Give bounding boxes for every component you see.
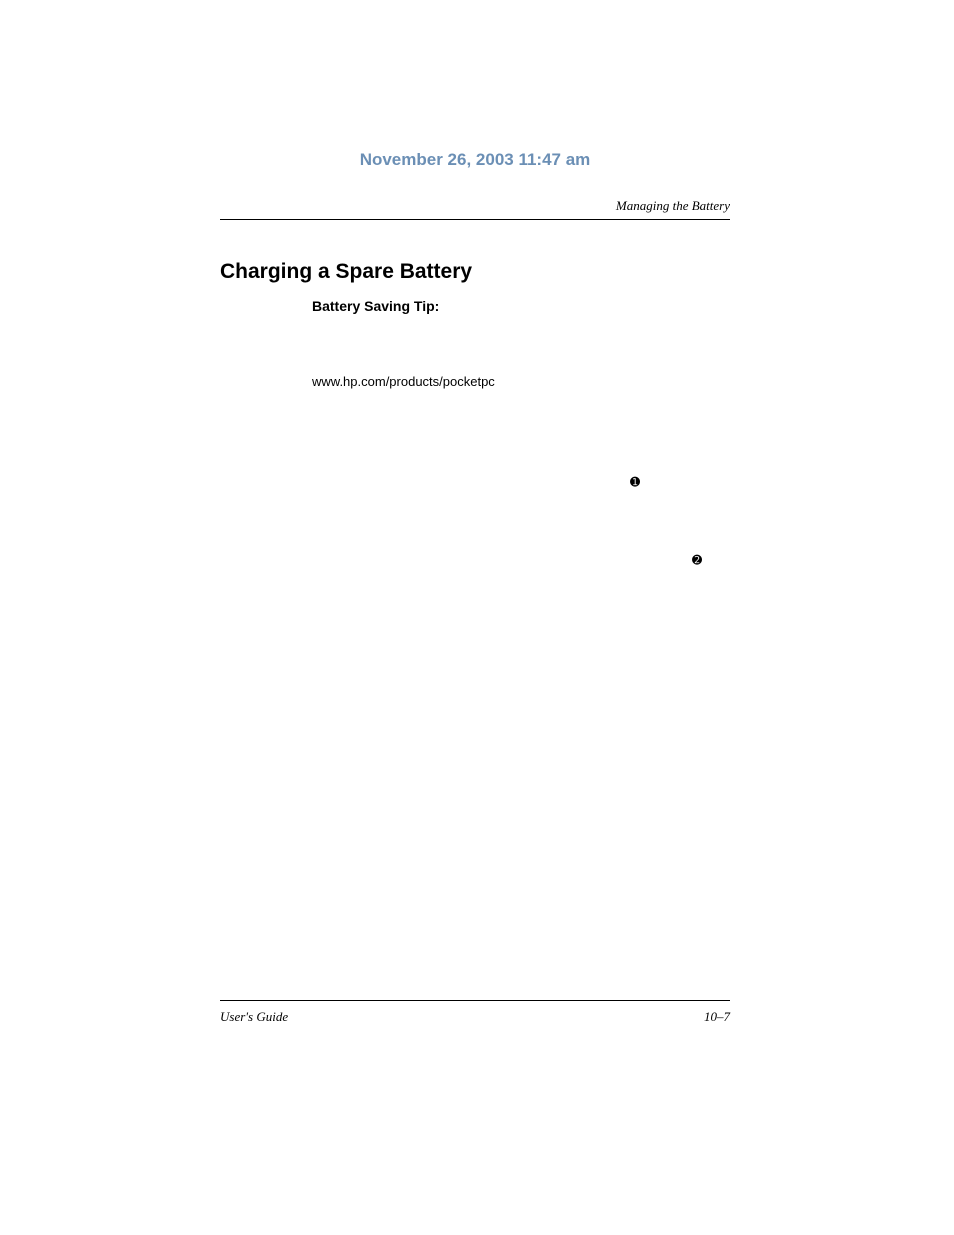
date-header: November 26, 2003 11:47 am	[220, 150, 730, 170]
footer-page-number: 10–7	[704, 1009, 730, 1025]
page-heading: Charging a Spare Battery	[220, 260, 730, 284]
callout-marker-2: ➋	[692, 553, 702, 567]
tip-label: Battery Saving Tip:	[312, 298, 730, 314]
document-page: November 26, 2003 11:47 am Managing the …	[220, 150, 730, 459]
footer-row: User's Guide 10–7	[220, 1009, 730, 1025]
footer-rule	[220, 1000, 730, 1001]
callout-marker-1: ➊	[630, 475, 640, 489]
section-label: Managing the Battery	[220, 198, 730, 214]
page-footer: User's Guide 10–7	[220, 1000, 730, 1025]
header-rule	[220, 219, 730, 220]
url-text: www.hp.com/products/pocketpc	[312, 374, 730, 389]
footer-guide-label: User's Guide	[220, 1009, 288, 1025]
